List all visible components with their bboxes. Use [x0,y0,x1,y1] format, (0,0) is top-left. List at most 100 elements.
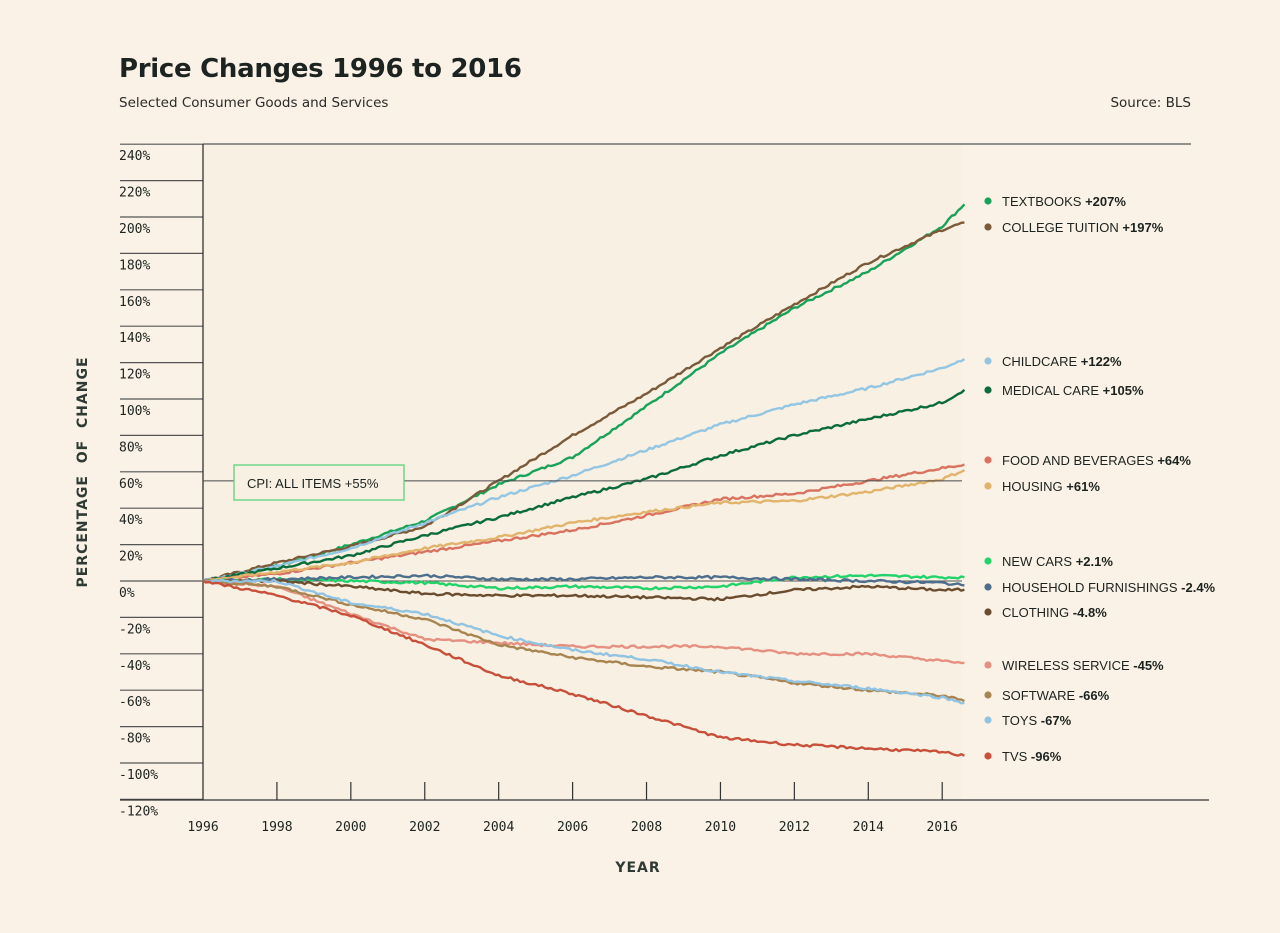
legend-series-change: +61% [1066,479,1100,494]
series-line-new-cars [203,573,965,591]
legend-label: WIRELESS SERVICE -45% [1002,658,1164,673]
chart-subtitle: Selected Consumer Goods and Services [119,95,389,111]
x-tick-label: 2004 [483,820,514,835]
x-tick-label: 1996 [187,820,218,835]
legend-label: TVS -96% [1002,749,1062,764]
y-tick-label: 160% [119,295,150,310]
legend-label: NEW CARS +2.1% [1002,554,1113,569]
legend-dot [984,752,992,760]
x-tick-label: 2002 [409,820,440,835]
series-line-medical-care [202,389,966,583]
legend-dot [984,557,992,565]
legend-dot [984,691,992,699]
series-line-software [202,579,965,703]
y-tick-label: 0% [119,586,135,601]
legend-dot [984,456,992,464]
legend-label: MEDICAL CARE +105% [1002,383,1144,398]
legend-label: FOOD AND BEVERAGES +64% [1002,453,1191,468]
series-line-toys [202,578,965,705]
series-line-clothing [202,578,965,602]
series-line-college-tuition [202,221,965,583]
legend-series-name: SOFTWARE [1002,688,1076,703]
y-tick-label: 200% [119,222,150,237]
y-tick-label: -60% [119,695,150,710]
y-tick-label: -80% [119,732,150,747]
x-tick-label: 1998 [261,820,292,835]
legend-series-name: HOUSING [1002,479,1063,494]
legend-series-change: -2.4% [1181,580,1215,595]
y-tick-label: 80% [119,440,143,455]
legend-dot [984,608,992,616]
x-tick-label: 2008 [631,820,662,835]
legend-label: SOFTWARE -66% [1002,688,1110,703]
legend-label: TOYS -67% [1002,713,1072,728]
series-line-household-furnishings [202,573,965,587]
y-tick-label: 120% [119,368,150,383]
x-tick-label: 2006 [557,820,588,835]
legend-dot [984,223,992,231]
chart-title: Price Changes 1996 to 2016 [119,54,522,84]
legend-series-change: -45% [1133,658,1164,673]
legend-dot [984,197,992,205]
y-tick-label: 100% [119,404,150,419]
legend-dot [984,482,992,490]
legend-series-change: +105% [1103,383,1144,398]
legend-series-name: FOOD AND BEVERAGES [1002,453,1154,468]
y-tick-label: 180% [119,258,150,273]
y-tick-label: -100% [119,768,158,783]
y-tick-label: 220% [119,186,150,201]
legend-series-change: -66% [1079,688,1110,703]
y-tick-label: -40% [119,659,150,674]
legend-label: CHILDCARE +122% [1002,354,1122,369]
x-tick-label: 2014 [853,820,884,835]
legend-series-name: NEW CARS [1002,554,1072,569]
legend-series-name: TOYS [1002,713,1037,728]
x-tick-label: 2010 [705,820,736,835]
y-tick-label: 40% [119,513,143,528]
y-tick-label: -120% [119,804,158,819]
cpi-label: CPI: ALL ITEMS +55% [247,476,379,491]
y-tick-label: 240% [119,149,150,164]
legend-series-change: +197% [1122,220,1163,235]
y-tick-label: 140% [119,331,150,346]
series-line-housing [202,468,966,583]
legend-series-name: COLLEGE TUITION [1002,220,1119,235]
legend-label: TEXTBOOKS +207% [1002,194,1126,209]
legend-dot [984,661,992,669]
series-line-tvs [202,579,965,757]
legend-label: HOUSING +61% [1002,479,1100,494]
cpi-label-box [233,464,405,501]
x-tick-label: 2012 [779,820,810,835]
legend-dot [984,386,992,394]
legend-label: HOUSEHOLD FURNISHINGS -2.4% [1002,580,1216,595]
legend-series-name: CLOTHING [1002,605,1069,620]
y-tick-label: 20% [119,550,143,565]
y-tick-label: 60% [119,477,143,492]
series-line-childcare [202,358,966,583]
legend-label: CLOTHING -4.8% [1002,605,1107,620]
legend-series-change: +207% [1085,194,1126,209]
y-axis-title: PERCENTAGE OF CHANGE [75,356,91,587]
legend-series-change: -67% [1041,713,1072,728]
source-note: Source: BLS [1110,95,1191,111]
legend-dot [984,716,992,724]
y-tick-label: -20% [119,622,150,637]
legend-series-change: -96% [1031,749,1062,764]
series-line-wireless-service [202,579,965,665]
legend-series-name: TEXTBOOKS [1002,194,1082,209]
x-tick-label: 2000 [335,820,366,835]
legend-dot [984,583,992,591]
x-axis-title: YEAR [614,860,660,876]
legend-label: COLLEGE TUITION +197% [1002,220,1164,235]
legend-series-name: HOUSEHOLD FURNISHINGS [1002,580,1178,595]
legend-series-change: +2.1% [1076,554,1114,569]
legend-series-change: +122% [1081,354,1122,369]
legend-series-change: -4.8% [1073,605,1107,620]
legend-series-name: MEDICAL CARE [1002,383,1099,398]
legend-dot [984,357,992,365]
legend-series-name: CHILDCARE [1002,354,1077,369]
legend-series-name: TVS [1002,749,1028,764]
legend-series-name: WIRELESS SERVICE [1002,658,1130,673]
legend-series-change: +64% [1157,453,1191,468]
